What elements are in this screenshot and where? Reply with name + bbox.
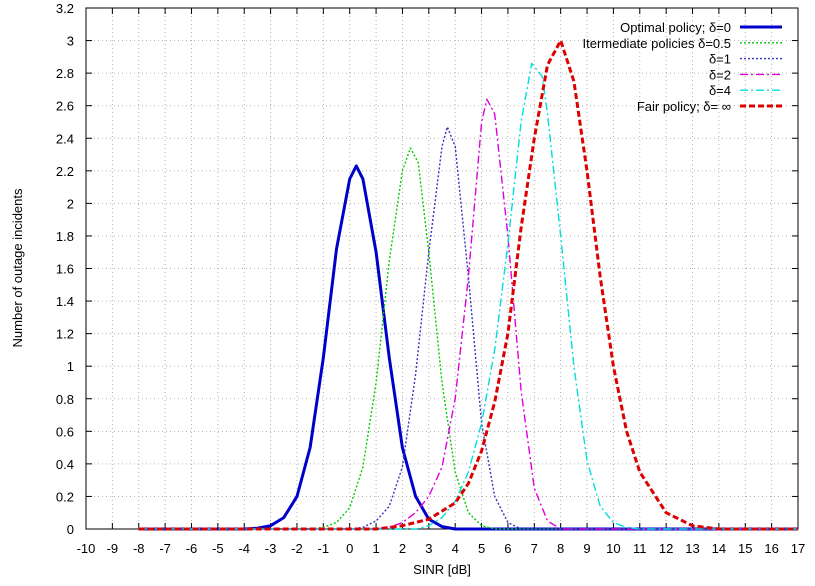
x-tick-label: 14 [712,541,726,556]
x-tick-label: 5 [478,541,485,556]
x-tick-label: -1 [318,541,330,556]
x-tick-label: 6 [504,541,511,556]
x-tick-label: -9 [107,541,119,556]
y-tick-label: 2.6 [56,99,74,114]
x-tick-label: 13 [685,541,699,556]
y-tick-label: 0 [67,522,74,537]
x-tick-label: -7 [159,541,171,556]
y-tick-label: 2.2 [56,164,74,179]
x-tick-label: -2 [291,541,303,556]
y-tick-label: 0.4 [56,457,74,472]
x-axis-label: SINR [dB] [413,562,471,577]
x-tick-label: 17 [791,541,805,556]
x-tick-label: 9 [583,541,590,556]
y-tick-label: 2 [67,196,74,211]
x-tick-label: 11 [633,541,647,556]
x-tick-label: 2 [399,541,406,556]
legend-label-3: δ=2 [709,67,731,82]
x-tick-label: -5 [212,541,224,556]
legend-label-0: Optimal policy; δ=0 [620,20,731,35]
x-tick-label: -8 [133,541,145,556]
y-axis-label: Number of outage incidents [10,188,25,347]
legend-label-5: Fair policy; δ= ∞ [637,99,731,114]
x-tick-label: -4 [238,541,250,556]
series-group [138,39,798,531]
y-tick-label: 1 [67,359,74,374]
x-tick-label: 12 [659,541,673,556]
x-tick-label: 7 [531,541,538,556]
x-tick-label: 16 [764,541,778,556]
x-tick-label: 0 [346,541,353,556]
y-tick-label: 0.2 [56,489,74,504]
ticks: -10 -9 -8 -7 -6 -5 -4 -3 -2 -1 0 1 2 3 4 5 6 7 8 9 10 11 12 13 1… [56,1,805,556]
y-tick-label: 2.4 [56,131,74,146]
series-line-4 [138,62,798,530]
y-tick-label: 1.4 [56,294,74,309]
x-tick-label: -10 [77,541,96,556]
x-tick-label: 10 [606,541,620,556]
legend-label-4: δ=4 [709,83,731,98]
y-tick-label: 0.8 [56,392,74,407]
series-line-2 [138,126,798,530]
y-tick-label: 2.8 [56,66,74,81]
y-tick-label: 0.6 [56,424,74,439]
y-tick-label: 3 [67,34,74,49]
series-line-5 [138,39,798,531]
x-tick-label: 8 [557,541,564,556]
y-tick-label: 3.2 [56,1,74,16]
y-tick-label: 1.6 [56,262,74,277]
y-tick-label: 1.8 [56,229,74,244]
legend-label-2: δ=1 [709,52,731,67]
x-tick-label: 4 [452,541,459,556]
grid [86,8,798,529]
x-tick-label: 3 [425,541,432,556]
series-line-1 [138,147,798,530]
series-line-3 [138,98,798,530]
x-tick-label: 1 [372,541,379,556]
x-tick-label: -3 [265,541,277,556]
y-tick-label: 1.2 [56,327,74,342]
x-tick-label: -6 [186,541,198,556]
legend-label-1: Itermediate policies δ=0.5 [582,36,731,51]
x-tick-label: 15 [738,541,752,556]
series-line-0 [138,164,798,531]
